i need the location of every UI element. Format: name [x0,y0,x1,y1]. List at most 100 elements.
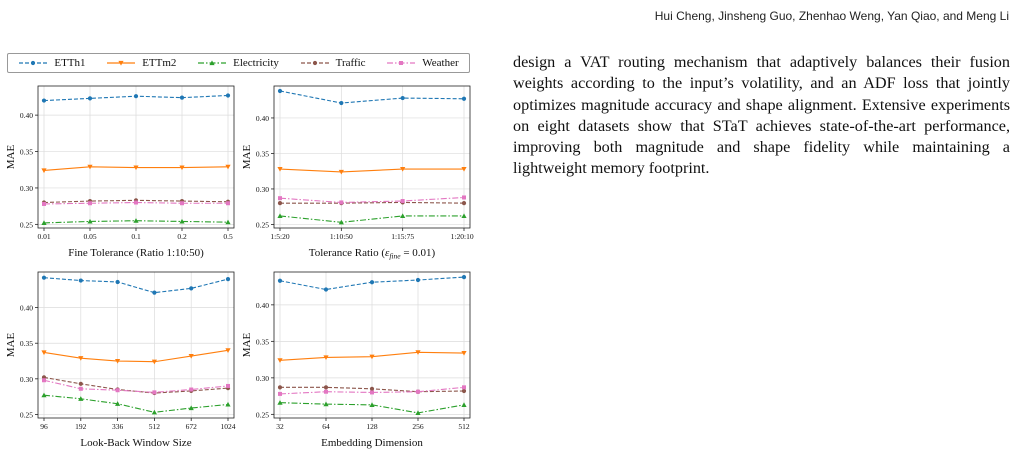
x-tick-label-3: 1:20:100 [451,232,474,241]
legend-marker-electricity [209,60,215,66]
y-axis-label: MAE [241,145,253,170]
data-point-weather-0 [278,196,282,201]
data-point-weather-3 [462,195,466,200]
data-point-electricity-3 [461,213,467,219]
series-line-weather [43,379,229,393]
data-point-ettm2-4 [188,353,194,359]
y-tick-label-2: 0.35 [20,148,33,157]
data-point-electricity-1 [323,401,329,407]
x-tick-label-0: 1:5:20 [270,232,289,241]
x-tick-label-3: 512 [149,422,161,431]
x-tick-label-4: 0.5 [223,232,233,241]
legend-label-electricity: Electricity [233,57,279,69]
x-tick-label-3: 256 [412,422,424,431]
y-tick-label-3: 0.40 [20,111,33,120]
legend-label-traffic: Traffic [335,57,366,69]
legend-label-etth1: ETTh1 [54,57,86,69]
y-tick-label-1: 0.30 [256,374,269,383]
data-point-etth1-3 [152,290,157,295]
data-point-electricity-5 [225,401,231,407]
chart-tolerance-ratio-svg: 0.25 0.30 0.35 0.40 1:5:20 1:10:50 1:15:75 1:20… [241,85,478,261]
data-point-electricity-4 [461,402,467,407]
data-point-weather-0 [278,391,282,396]
x-axis-label: Fine Tolerance (Ratio 1:10:50) [68,247,204,259]
data-point-traffic-0 [277,201,283,206]
series-line-electricity [43,394,229,413]
data-point-electricity-1 [338,219,344,225]
data-point-electricity-4 [225,219,231,225]
data-point-weather-2 [400,199,405,204]
data-point-etth1-1 [323,287,329,292]
data-point-etth1-4 [189,286,194,291]
legend-swatch-weather [387,61,416,65]
y-tick-label-2: 0.35 [20,339,33,348]
x-tick-label-4: 512 [458,422,470,431]
data-point-electricity-2 [133,218,139,223]
data-point-etth1-4 [461,275,467,280]
x-tick-label-3: 0.2 [177,232,187,241]
data-point-etth1-1 [87,96,93,101]
data-point-etth1-2 [115,279,120,285]
data-point-ettm2-2 [133,165,139,171]
x-tick-label-2: 336 [112,422,124,431]
data-point-etth1-1 [339,100,344,106]
data-point-etth1-1 [78,278,83,283]
data-point-weather-5 [226,383,230,388]
y-tick-label-3: 0.40 [256,114,269,123]
data-point-etth1-0 [41,275,47,280]
data-point-etth1-0 [41,98,47,103]
legend-swatch-ettm2 [107,60,136,66]
y-tick-label-3: 0.40 [256,301,269,310]
legend-marker-ettm2 [118,60,124,66]
y-tick-label-0: 0.25 [256,410,269,419]
legend-item-etth1: ETTh1 [18,57,86,69]
body-paragraph: design a VAT routing mechanism that adap… [513,53,1010,178]
x-tick-label-1: 0.05 [83,232,96,241]
chart-tolerance-ratio: 0.25 0.30 0.35 0.40 1:5:20 1:10:50 1:15:75 1:20… [236,80,478,267]
data-point-electricity-0 [41,220,47,225]
data-point-electricity-1 [87,218,93,224]
legend-label-ettm2: ETTm2 [142,57,177,69]
data-point-traffic-1 [323,385,329,390]
data-point-electricity-0 [277,400,283,405]
y-tick-label-0: 0.25 [20,410,33,419]
legend-swatch-etth1 [19,60,48,66]
series-line-ettm2 [43,349,229,363]
x-tick-label-0: 0.01 [37,232,50,241]
data-point-ettm2-1 [338,169,344,175]
legend-marker-traffic [312,60,317,66]
data-point-traffic-0 [277,385,283,390]
data-point-ettm2-0 [41,168,47,174]
legend-swatch-traffic [300,60,329,66]
legend-item-ettm2: ETTm2 [106,57,176,69]
series-line-etth1 [279,90,465,104]
data-point-weather-2 [370,390,374,395]
chart-embedding-dimension: 0.25 0.30 0.35 0.40 32 64 128 256 512 MAE Embeddin… [236,266,474,457]
data-point-electricity-2 [115,401,121,406]
data-point-ettm2-0 [277,358,283,363]
chart-fine-tolerance: 0.25 0.30 0.35 0.40 0.01 0.05 0.1 0.2 0.5 MAE Fine… [0,80,238,267]
data-point-etth1-2 [369,280,375,285]
y-tick-label-2: 0.35 [256,149,269,158]
legend-swatch-electricity [198,60,227,66]
x-tick-label-1: 1:10:50 [330,232,353,241]
data-point-traffic-4 [461,388,467,394]
data-point-weather-0 [42,201,46,206]
data-point-electricity-0 [277,213,283,219]
data-point-ettm2-4 [225,164,231,170]
y-axis-label: MAE [5,333,17,358]
data-point-weather-1 [78,386,83,391]
x-axis-label-epsilon: ε [385,247,390,259]
series-line-etth1 [43,277,229,294]
data-point-weather-2 [134,200,138,205]
x-axis-label: Tolerance Ratio (εfine = 0.01) [309,247,436,261]
x-tick-label-4: 672 [186,422,198,431]
legend-item-traffic: Traffic [300,57,366,69]
legend-item-weather: Weather [386,57,459,69]
x-tick-label-0: 96 [40,422,48,431]
data-point-electricity-3 [151,409,157,415]
data-point-ettm2-4 [461,350,467,356]
data-point-weather-1 [324,389,328,394]
legend-label-weather: Weather [422,57,459,69]
data-point-electricity-0 [41,392,47,398]
